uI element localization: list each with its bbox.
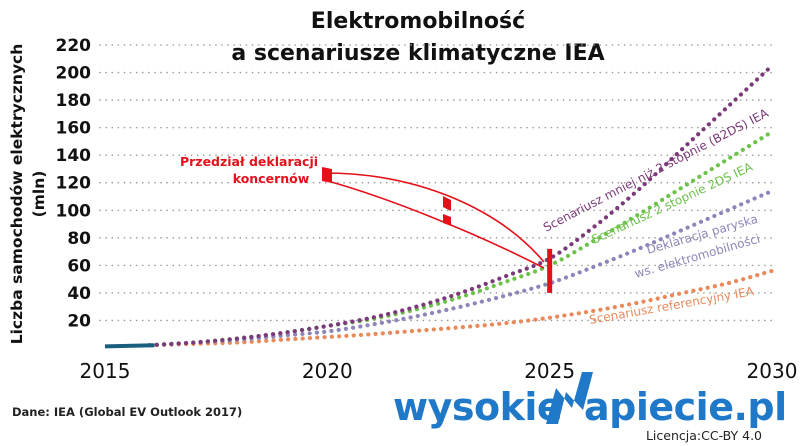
- chart-title-line-1: Elektromobilność: [311, 9, 525, 34]
- annotation-arrow-top: [323, 172, 545, 263]
- x-tick-label-2020: 2020: [302, 359, 353, 383]
- y-tick-label-120: 120: [56, 174, 92, 194]
- y-axis-label: Liczba samochodów elektrycznych (mln): [8, 44, 48, 345]
- annotation-arrow-break-2: [443, 214, 451, 226]
- logo-text-left: wysokie: [393, 385, 562, 429]
- y-tick-label-180: 180: [56, 91, 92, 111]
- x-tick-label-2015: 2015: [80, 359, 131, 383]
- x-tick-label-2025: 2025: [524, 359, 575, 383]
- historical-series: [104, 343, 155, 349]
- annotation-arrow-bottom: [323, 179, 545, 269]
- series-b2ds-line: [147, 63, 775, 348]
- grid: [99, 44, 773, 322]
- license-note: Licencja:CC-BY 4.0: [646, 428, 762, 443]
- logo-lightning-icon: [546, 372, 593, 424]
- source-note: Dane: IEA (Global EV Outlook 2017): [12, 405, 242, 419]
- y-tick-label-80: 80: [67, 229, 91, 249]
- y-tick-label-200: 200: [56, 64, 92, 84]
- y-axis-label-line-1: Liczba samochodów elektrycznych: [8, 44, 26, 345]
- annotation-label-line-1: Przedział deklaracji: [180, 154, 318, 169]
- chart-title: Elektromobilność a scenariusze klimatycz…: [231, 9, 604, 66]
- annotation-label-line-2: koncernów: [233, 171, 310, 186]
- logo: wysokie apiecie.pl: [393, 372, 787, 429]
- historical-line: [104, 343, 155, 349]
- series-label-reference: Scenariusz referencyjny IEA: [588, 284, 756, 327]
- logo-text-right: apiecie.pl: [584, 385, 787, 429]
- annotation-range-bar: [547, 248, 553, 293]
- y-tick-label-20: 20: [67, 311, 91, 331]
- annotation-company-declarations: Przedział deklaracji koncernów: [180, 154, 553, 293]
- series-reference-line: [147, 268, 775, 348]
- y-tick-label-140: 140: [56, 146, 92, 166]
- series-group: [147, 63, 775, 348]
- y-axis-label-line-2: (mln): [30, 171, 48, 218]
- x-axis-ticks: 2015 2020 2025 2030: [80, 359, 798, 383]
- x-tick-label-2030: 2030: [747, 359, 798, 383]
- annotation-arrow-break-1: [443, 196, 451, 211]
- y-axis-ticks: 20 40 60 80 100 120 140 160 180 200 220: [56, 36, 92, 331]
- y-tick-label-160: 160: [56, 119, 92, 139]
- y-tick-label-60: 60: [67, 256, 91, 276]
- series-labels: Scenariusz mniej niż 2 stopnie (B2DS) IE…: [541, 106, 771, 327]
- y-tick-label-40: 40: [67, 284, 91, 304]
- y-tick-label-220: 220: [56, 36, 92, 56]
- y-tick-label-100: 100: [56, 201, 92, 221]
- annotation-arrow-tail: [322, 167, 332, 183]
